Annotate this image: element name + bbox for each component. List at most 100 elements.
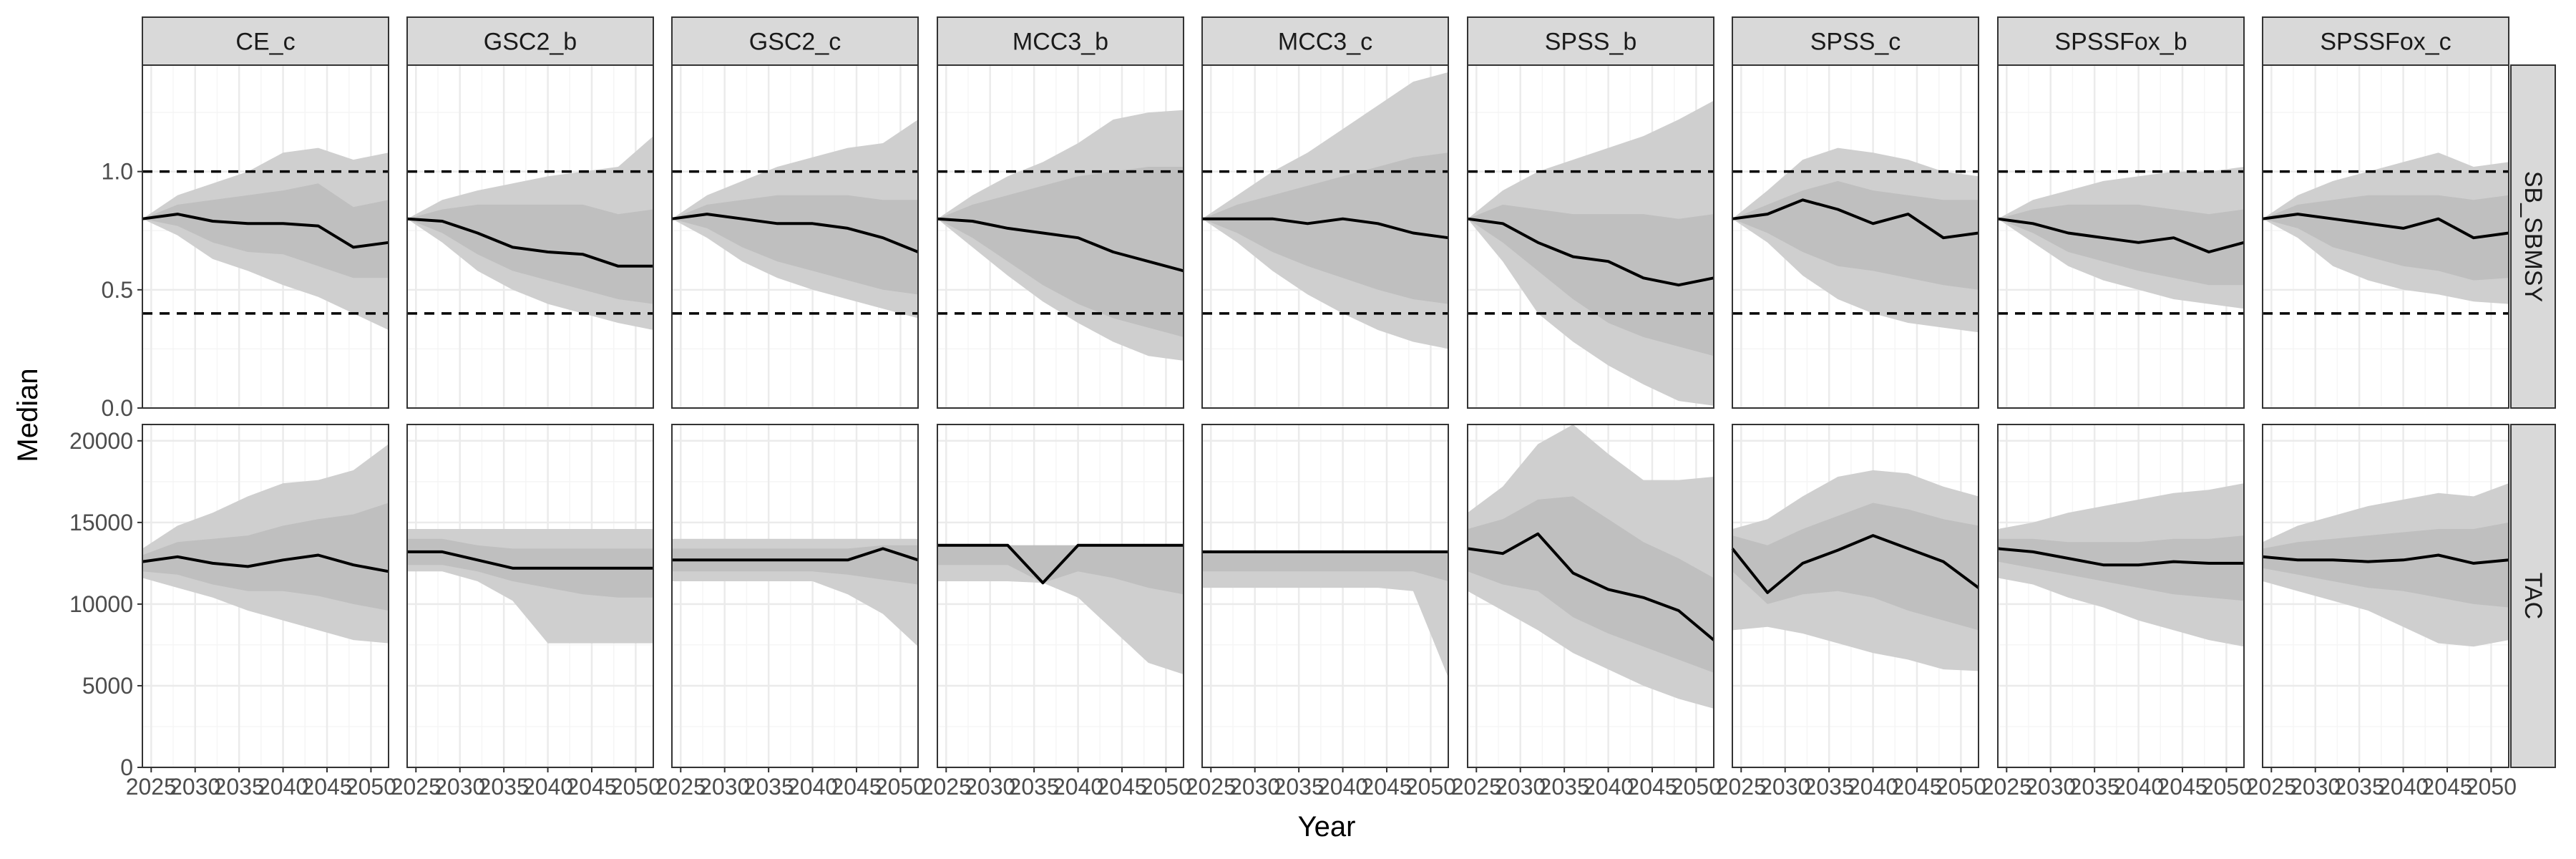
panel-SB_SBMSY-SPSSFox_b <box>1997 64 2245 409</box>
panel-border <box>142 64 389 409</box>
panel-border <box>142 424 389 768</box>
panel-border <box>937 64 1184 409</box>
x-tick-label: 2050 <box>1141 774 1191 800</box>
panel-border <box>406 424 654 768</box>
x-tick-label: 2035 <box>214 774 265 800</box>
facet-strip <box>937 16 1184 66</box>
facet-strip <box>142 16 389 66</box>
y-axis-title: Median <box>12 368 44 462</box>
band-50 <box>1998 535 2244 601</box>
row-strip-label: TAC <box>2519 573 2547 619</box>
panel-TAC-SPSSFox_b <box>1997 424 2245 769</box>
panel-border <box>671 64 919 409</box>
facet-strip-label: SPSS_c <box>1810 29 1901 56</box>
median-line <box>1467 532 1715 641</box>
panel-background <box>1202 424 1448 767</box>
x-tick-label: 2025 <box>391 774 441 800</box>
x-tick-label: 2050 <box>346 774 396 800</box>
x-tick-label: 2045 <box>1361 774 1412 800</box>
x-tick-label: 2025 <box>1186 774 1236 800</box>
panel-TAC-SPSS_c <box>1731 424 1980 769</box>
x-tick-label: 2040 <box>1583 774 1634 800</box>
panel-TAC-GSC2_b <box>406 424 654 769</box>
x-tick-label: 2035 <box>2334 774 2385 800</box>
x-tick-label: 2045 <box>2421 774 2472 800</box>
facet-strip-label: CE_c <box>235 29 295 56</box>
x-tick-label: 2045 <box>1891 774 1942 800</box>
y-tick-label: 15000 <box>69 510 133 535</box>
band-50 <box>2263 522 2509 608</box>
x-tick-label: 2040 <box>1053 774 1103 800</box>
band-50 <box>1732 503 1979 631</box>
x-tick-label: 2035 <box>1804 774 1855 800</box>
x-tick-label: 2050 <box>1405 774 1456 800</box>
x-tick-label: 2045 <box>1096 774 1147 800</box>
facet-strip-label: MCC3_c <box>1278 29 1372 56</box>
x-tick-label: 2040 <box>1317 774 1368 800</box>
x-tick-label: 2050 <box>2201 774 2252 800</box>
median-line <box>2262 213 2509 240</box>
x-tick-label: 2040 <box>787 774 838 800</box>
x-tick-label: 2050 <box>610 774 661 800</box>
panel-TAC-SPSSFox_c <box>2262 424 2509 769</box>
x-tick-label: 2045 <box>2157 774 2207 800</box>
band-50 <box>142 183 389 278</box>
x-tick-label: 2040 <box>2378 774 2429 800</box>
median-line <box>937 217 1184 273</box>
band-50 <box>672 545 918 585</box>
band-50 <box>142 503 389 611</box>
x-tick-label: 2035 <box>1539 774 1590 800</box>
band-50 <box>1202 152 1448 304</box>
x-tick-label: 2045 <box>1626 774 1677 800</box>
median-line <box>672 547 919 562</box>
x-tick-label: 2040 <box>258 774 308 800</box>
facet-strip-label: SPSSFox_c <box>2320 29 2451 56</box>
row-strip <box>2510 424 2556 768</box>
panel-SB_SBMSY-MCC3_b <box>937 64 1184 409</box>
x-tick-label: 2025 <box>2246 774 2297 800</box>
x-tick-label: 2030 <box>1760 774 1810 800</box>
panel-border <box>1467 64 1714 409</box>
x-tick-label: 2025 <box>1716 774 1767 800</box>
band-50 <box>937 545 1184 595</box>
median-line <box>406 217 653 268</box>
facet-strip-label: GSC2_b <box>484 29 577 56</box>
panel-SB_SBMSY-CE_c <box>142 64 389 409</box>
median-line <box>1732 198 1979 240</box>
median-line <box>937 543 1184 585</box>
panel-SB_SBMSY-GSC2_b <box>406 64 654 409</box>
y-tick-label: 1.0 <box>102 159 133 185</box>
x-tick-label: 2030 <box>1495 774 1546 800</box>
y-tick-label: 5000 <box>82 673 133 699</box>
x-tick-label: 2035 <box>1009 774 1060 800</box>
x-tick-label: 2035 <box>743 774 794 800</box>
median-line <box>671 213 919 253</box>
panel-border <box>1201 424 1449 768</box>
x-tick-label: 2035 <box>1274 774 1324 800</box>
x-axis-title: Year <box>1298 811 1356 843</box>
panel-border <box>1997 64 2245 409</box>
panel-SB_SBMSY-MCC3_c <box>1201 64 1449 409</box>
facet-strip <box>1467 16 1714 66</box>
panel-border <box>2262 424 2509 768</box>
panel-TAC-SPSS_b <box>1467 424 1715 769</box>
panel-border <box>1997 424 2245 768</box>
x-tick-label: 2050 <box>2466 774 2517 800</box>
x-tick-label: 2050 <box>875 774 926 800</box>
panel-border <box>406 64 654 409</box>
facet-strip-label: SPSSFox_b <box>2054 29 2187 56</box>
panel-border <box>671 424 919 768</box>
x-tick-label: 2045 <box>301 774 352 800</box>
x-tick-label: 2030 <box>1229 774 1280 800</box>
x-tick-label: 2045 <box>831 774 882 800</box>
panel-TAC-MCC3_b <box>937 424 1184 769</box>
band-50 <box>937 167 1184 337</box>
band-50 <box>1732 180 1979 290</box>
x-tick-label: 2035 <box>2069 774 2120 800</box>
median-line <box>142 213 389 249</box>
x-tick-label: 2030 <box>170 774 220 800</box>
median-line <box>2262 553 2509 565</box>
panel-border <box>1201 64 1449 409</box>
y-tick-label: 0.0 <box>102 395 133 421</box>
band-50 <box>1998 204 2244 286</box>
